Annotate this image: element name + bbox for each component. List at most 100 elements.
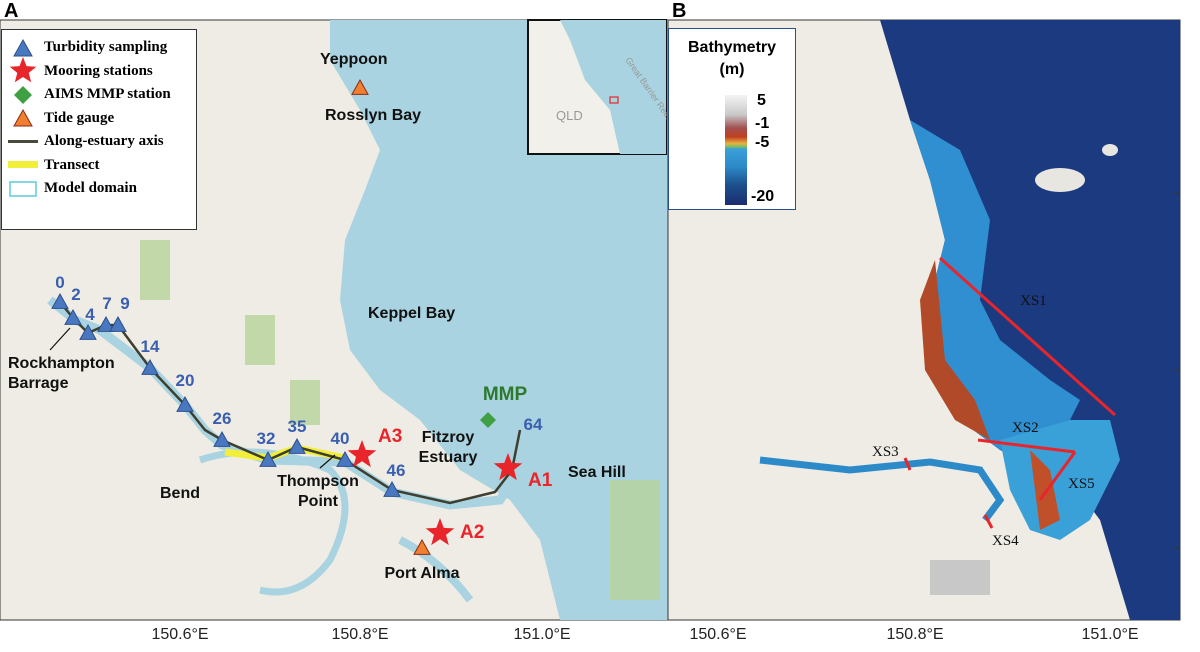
place-fitzroy1: Fitzroy bbox=[422, 429, 475, 446]
transect-line-xs4 bbox=[983, 514, 994, 529]
place-thompson2: Point bbox=[298, 493, 339, 510]
turbidity-station-marker bbox=[141, 358, 159, 375]
diamond-icon bbox=[8, 85, 38, 105]
legend-item: Model domain bbox=[8, 177, 190, 201]
colorbar-tick: -5 bbox=[755, 134, 770, 151]
legend-item: Turbidity sampling bbox=[8, 36, 190, 60]
triangle-icon bbox=[8, 38, 38, 57]
legend-item: AIMS MMP station bbox=[8, 83, 190, 107]
x-tick-a: 150.8°E bbox=[331, 626, 389, 643]
right-axis-ticks bbox=[1174, 192, 1180, 549]
panel-a-map bbox=[0, 19, 669, 621]
place-fitzroy2: Estuary bbox=[419, 449, 478, 466]
turbidity-station-marker bbox=[64, 308, 82, 325]
colorbar-title: Bathymetry bbox=[687, 39, 777, 56]
turbidity-station-marker bbox=[288, 437, 306, 454]
colorbar-unit: (m) bbox=[719, 61, 745, 78]
colorbar-tick: 5 bbox=[757, 92, 766, 109]
legend-item: Tide gauge bbox=[8, 107, 190, 131]
station-label-32: 32 bbox=[257, 429, 276, 448]
place-seahill: Sea Hill bbox=[568, 464, 626, 481]
legend-label: Tide gauge bbox=[44, 109, 115, 126]
place-thompson1: Thompson bbox=[277, 473, 359, 490]
colorbar-tick: -20 bbox=[751, 188, 775, 205]
x-tick-b: 151.0°E bbox=[1081, 626, 1139, 643]
mooring-star-a1 bbox=[493, 453, 523, 481]
place-keppel: Keppel Bay bbox=[368, 305, 455, 322]
triangle-icon bbox=[8, 109, 38, 127]
thompson-arrow bbox=[319, 454, 336, 469]
transect-label-xs2: XS2 bbox=[1012, 420, 1039, 436]
station-label-64: 64 bbox=[524, 415, 543, 434]
station-label-35: 35 bbox=[288, 417, 307, 436]
transect-line-xs1 bbox=[938, 256, 1117, 417]
turbidity-station-marker bbox=[51, 292, 69, 309]
x-tick-a: 151.0°E bbox=[513, 626, 571, 643]
keppel-bay-water bbox=[330, 20, 668, 620]
turbidity-station-marker bbox=[259, 450, 277, 467]
legend-item: Mooring stations bbox=[8, 57, 190, 85]
turbidity-station-marker bbox=[109, 315, 127, 332]
turbidity-station-marker bbox=[176, 395, 194, 412]
x-tick-b: 150.8°E bbox=[886, 626, 944, 643]
legend-label: Along-estuary axis bbox=[44, 133, 164, 150]
place-rosslyn: Rosslyn Bay bbox=[325, 107, 421, 124]
turbidity-station-marker bbox=[336, 450, 354, 467]
panel-a-label: A bbox=[4, 0, 19, 22]
station-label-40: 40 bbox=[331, 429, 350, 448]
station-label-2: 2 bbox=[71, 285, 80, 304]
place-yeppoon: Yeppoon bbox=[320, 51, 388, 68]
band-icon bbox=[8, 161, 38, 169]
turbidity-station-marker bbox=[383, 480, 401, 497]
inset-region-label: QLD bbox=[556, 108, 583, 123]
x-tick-a: 150.6°E bbox=[151, 626, 209, 643]
legend-label: Model domain bbox=[44, 180, 137, 197]
line-icon bbox=[8, 139, 38, 145]
legend-label: Mooring stations bbox=[44, 62, 153, 79]
transect-label-xs5: XS5 bbox=[1068, 476, 1095, 492]
legend-label: Turbidity sampling bbox=[44, 39, 168, 56]
station-label-9: 9 bbox=[120, 294, 129, 313]
panel-b-label: B bbox=[672, 0, 687, 22]
transect-label-xs3: XS3 bbox=[872, 444, 899, 460]
station-label-7: 7 bbox=[102, 294, 111, 313]
transect-label-xs1: XS1 bbox=[1020, 293, 1047, 309]
transect-line-xs5 bbox=[1038, 451, 1077, 501]
legend-label: AIMS MMP station bbox=[44, 86, 171, 103]
place-rock1: Rockhampton bbox=[8, 355, 115, 372]
station-label-4: 4 bbox=[85, 305, 95, 324]
barrage-arrow bbox=[49, 327, 71, 351]
legend-label: Transect bbox=[44, 156, 100, 173]
legend: Turbidity sampling Mooring stations AIMS M… bbox=[1, 29, 197, 230]
transect-label-xs4: XS4 bbox=[992, 533, 1019, 549]
mooring-label-a3: A3 bbox=[378, 426, 402, 447]
tide-gauge-marker bbox=[413, 538, 431, 555]
station-label-0: 0 bbox=[55, 273, 64, 292]
transect-line-xs2 bbox=[977, 438, 1076, 454]
colorbar-gradient bbox=[725, 95, 747, 205]
mmp-diamond bbox=[480, 412, 496, 428]
star-icon bbox=[8, 57, 38, 85]
place-portalma: Port Alma bbox=[385, 565, 460, 582]
x-tick-b: 150.6°E bbox=[689, 626, 747, 643]
station-label-14: 14 bbox=[141, 337, 160, 356]
turbidity-station-marker bbox=[79, 323, 97, 340]
mmp-label: MMP bbox=[483, 384, 528, 405]
turbidity-station-marker bbox=[213, 430, 231, 447]
mooring-label-a2: A2 bbox=[460, 522, 484, 543]
legend-item: Transect bbox=[8, 154, 190, 178]
mooring-label-a1: A1 bbox=[528, 470, 553, 491]
place-rock2: Barrage bbox=[8, 375, 69, 392]
turbidity-station-marker bbox=[97, 315, 115, 332]
legend-item: Along-estuary axis bbox=[8, 130, 190, 154]
station-label-26: 26 bbox=[213, 409, 232, 428]
place-bend: Bend bbox=[160, 485, 200, 502]
bathymetry-colorbar: Bathymetry (m) 5 -1 -5 -20 bbox=[668, 28, 796, 210]
tide-gauge-marker bbox=[351, 78, 369, 95]
inset-study-area-box bbox=[609, 96, 619, 104]
mooring-star-a3 bbox=[347, 440, 377, 468]
colorbar-tick: -1 bbox=[755, 115, 770, 132]
station-label-20: 20 bbox=[176, 371, 195, 390]
box-icon bbox=[8, 181, 38, 197]
